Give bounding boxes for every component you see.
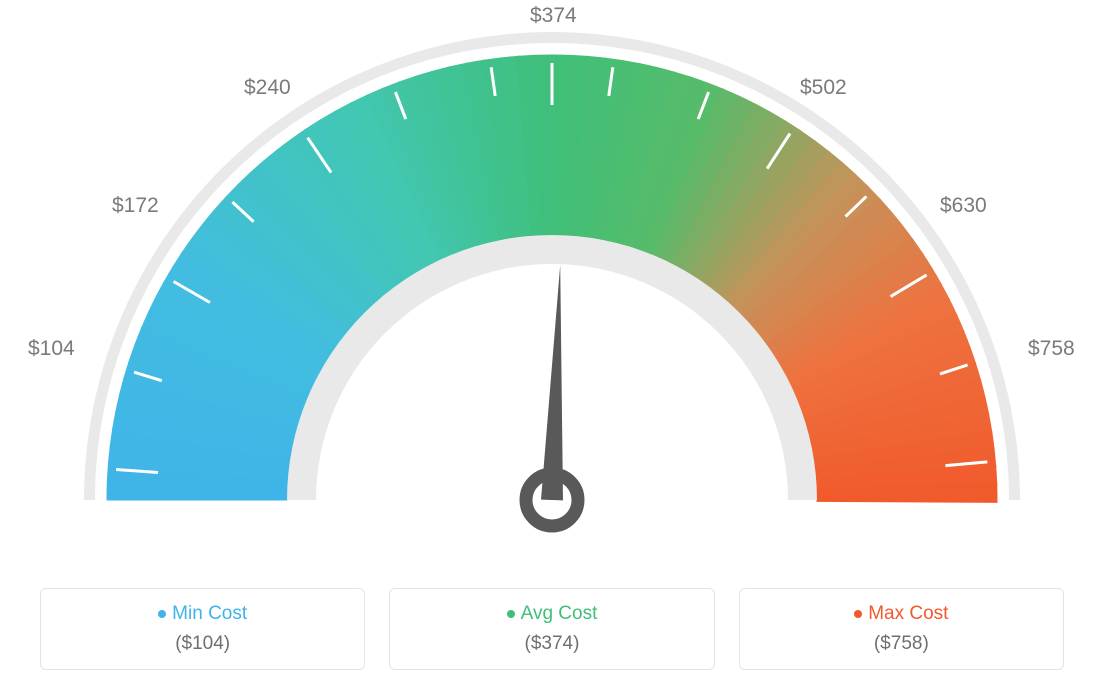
gauge-tick-label: $172 xyxy=(112,194,159,218)
legend-max-dot xyxy=(854,610,862,618)
legend-row: Min Cost ($104) Avg Cost ($374) Max Cost… xyxy=(40,588,1064,670)
gauge-tick-label: $240 xyxy=(244,76,291,100)
legend-min-title-text: Min Cost xyxy=(172,603,247,624)
legend-min-dot xyxy=(158,610,166,618)
cost-gauge-chart: $104 $172 $240 $374 $502 $630 $758 Min Cost ($… xyxy=(0,0,1104,690)
legend-max-title: Max Cost xyxy=(750,603,1053,625)
legend-avg-box: Avg Cost ($374) xyxy=(389,588,714,670)
gauge-tick-label: $104 xyxy=(28,337,75,361)
gauge-tick-label: $502 xyxy=(800,76,847,100)
legend-max-value: ($758) xyxy=(750,633,1053,655)
legend-avg-title-text: Avg Cost xyxy=(521,603,598,624)
legend-max-box: Max Cost ($758) xyxy=(739,588,1064,670)
gauge-svg xyxy=(0,0,1104,570)
gauge-tick-label: $374 xyxy=(530,4,577,28)
gauge-tick-label: $758 xyxy=(1028,337,1075,361)
legend-max-title-text: Max Cost xyxy=(868,603,948,624)
gauge-tick-label: $630 xyxy=(940,194,987,218)
legend-min-title: Min Cost xyxy=(51,603,354,625)
legend-min-value: ($104) xyxy=(51,633,354,655)
legend-avg-value: ($374) xyxy=(400,633,703,655)
legend-avg-dot xyxy=(507,610,515,618)
legend-min-box: Min Cost ($104) xyxy=(40,588,365,670)
gauge-area: $104 $172 $240 $374 $502 $630 $758 xyxy=(0,0,1104,570)
legend-avg-title: Avg Cost xyxy=(400,603,703,625)
